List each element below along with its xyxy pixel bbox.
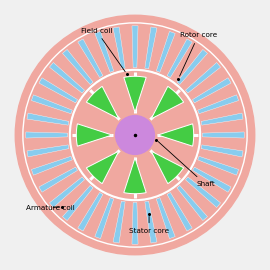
Polygon shape	[78, 39, 103, 77]
Polygon shape	[158, 124, 194, 146]
Polygon shape	[132, 26, 138, 68]
Polygon shape	[76, 124, 112, 146]
Text: Armature coil: Armature coil	[26, 205, 75, 211]
Polygon shape	[198, 156, 239, 175]
Polygon shape	[145, 27, 157, 69]
Polygon shape	[49, 177, 85, 207]
Polygon shape	[39, 167, 77, 192]
Polygon shape	[193, 78, 231, 103]
Polygon shape	[193, 167, 231, 192]
Polygon shape	[198, 95, 239, 114]
Polygon shape	[124, 158, 146, 194]
Polygon shape	[177, 185, 207, 221]
Circle shape	[116, 116, 154, 154]
Polygon shape	[201, 113, 243, 125]
Polygon shape	[95, 31, 114, 72]
Text: Rotor core: Rotor core	[180, 32, 217, 76]
Polygon shape	[31, 95, 72, 114]
Polygon shape	[27, 145, 69, 157]
Text: Stator core: Stator core	[129, 217, 169, 234]
Polygon shape	[113, 201, 125, 243]
Polygon shape	[201, 145, 243, 157]
Polygon shape	[151, 86, 184, 119]
Polygon shape	[156, 31, 175, 72]
Polygon shape	[39, 78, 77, 103]
Polygon shape	[31, 156, 72, 175]
Polygon shape	[124, 76, 146, 112]
Polygon shape	[63, 185, 93, 221]
Polygon shape	[145, 201, 157, 243]
Polygon shape	[63, 49, 93, 85]
Polygon shape	[156, 198, 175, 239]
Text: Shaft: Shaft	[158, 141, 215, 187]
Polygon shape	[86, 151, 119, 184]
Polygon shape	[177, 49, 207, 85]
Polygon shape	[27, 113, 69, 125]
Polygon shape	[95, 198, 114, 239]
Polygon shape	[185, 177, 221, 207]
Polygon shape	[26, 132, 68, 138]
Polygon shape	[49, 63, 85, 93]
Polygon shape	[86, 86, 119, 119]
Text: Field coil: Field coil	[80, 28, 125, 72]
Polygon shape	[78, 193, 103, 231]
Polygon shape	[167, 39, 192, 77]
Polygon shape	[113, 27, 125, 69]
Polygon shape	[185, 63, 221, 93]
Polygon shape	[151, 151, 184, 184]
Polygon shape	[202, 132, 244, 138]
Polygon shape	[167, 193, 192, 231]
Polygon shape	[132, 202, 138, 244]
Circle shape	[70, 70, 200, 200]
Circle shape	[15, 15, 255, 255]
Circle shape	[70, 70, 200, 200]
